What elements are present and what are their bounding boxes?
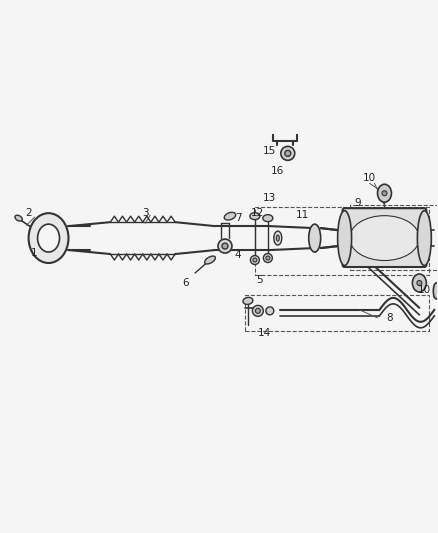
Ellipse shape	[250, 213, 260, 220]
Ellipse shape	[15, 215, 22, 221]
Text: 2: 2	[25, 208, 32, 218]
Text: 4: 4	[235, 250, 241, 260]
Ellipse shape	[253, 258, 257, 262]
FancyBboxPatch shape	[343, 208, 426, 267]
Bar	[245, 295, 429, 331]
Text: 6: 6	[182, 278, 188, 288]
Text: 13: 13	[263, 193, 276, 203]
Ellipse shape	[222, 243, 228, 249]
Ellipse shape	[205, 256, 215, 264]
Bar	[255, 207, 429, 275]
Text: 10: 10	[418, 285, 431, 295]
Ellipse shape	[413, 274, 426, 292]
Text: 5: 5	[257, 275, 263, 285]
Ellipse shape	[243, 297, 253, 304]
Text: 1: 1	[31, 248, 38, 258]
Ellipse shape	[263, 254, 272, 263]
Ellipse shape	[378, 184, 392, 202]
Ellipse shape	[309, 224, 321, 252]
Ellipse shape	[276, 235, 279, 241]
Text: 7: 7	[235, 213, 241, 223]
Ellipse shape	[218, 239, 232, 253]
Text: 9: 9	[354, 198, 361, 208]
Ellipse shape	[417, 280, 422, 286]
Ellipse shape	[38, 224, 60, 252]
Ellipse shape	[350, 216, 419, 261]
Ellipse shape	[252, 305, 263, 317]
Ellipse shape	[382, 191, 387, 196]
Ellipse shape	[274, 231, 282, 245]
Text: 11: 11	[296, 210, 309, 220]
Ellipse shape	[224, 212, 236, 220]
Ellipse shape	[338, 211, 352, 265]
Ellipse shape	[433, 283, 438, 299]
Text: 3: 3	[142, 208, 148, 218]
Ellipse shape	[281, 147, 295, 160]
Text: 16: 16	[271, 166, 284, 176]
Bar	[350, 205, 438, 270]
Text: 12: 12	[251, 208, 265, 218]
Text: 8: 8	[386, 313, 393, 323]
Text: 15: 15	[263, 147, 276, 156]
Ellipse shape	[263, 215, 273, 222]
Ellipse shape	[266, 307, 274, 315]
Text: 14: 14	[258, 328, 272, 338]
Ellipse shape	[417, 211, 431, 265]
Ellipse shape	[266, 256, 270, 260]
Ellipse shape	[28, 213, 68, 263]
Ellipse shape	[251, 255, 259, 264]
Text: 10: 10	[363, 173, 376, 183]
Ellipse shape	[255, 309, 260, 313]
Ellipse shape	[285, 150, 291, 156]
